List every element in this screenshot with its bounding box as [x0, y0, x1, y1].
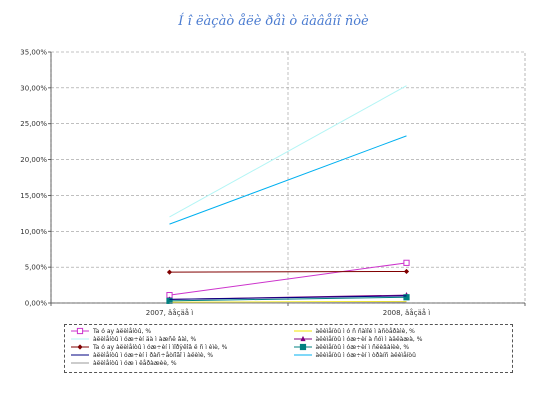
series-6 [169, 295, 407, 300]
series-line [169, 301, 407, 304]
legend-item: Ta ó ay àëèìåíòû, % [71, 327, 284, 335]
series-2 [169, 85, 407, 218]
legend-label: àëèìåíòû ì óæ÷èí ì òðàíñ àëèìåíòû [315, 351, 416, 359]
legend-item: àëèìåíòû ì óæ÷èí äà ì àæñê âàì, % [71, 335, 284, 343]
y-axis: 0,00% 5,00% 10,00% 15,00% 20,00% 25,00% 30,00%… [20, 49, 52, 308]
chart-title: Í î ëàçàò åëè ðåì ò äàâåíî ñòè [178, 14, 369, 29]
y-tick-label: 5,00% [25, 264, 48, 272]
grid-lines [51, 52, 525, 303]
legend-label: àëèìåíòû ì óæ ì ëåðàæèè, % [93, 359, 177, 367]
legend-item: àëèìåíòû ì ó ñ ñàìîé ì àñòåðàìè, % [293, 327, 507, 335]
legend-item: àëèìåíòû ì óæ ì ëåðàæèè, % [71, 359, 284, 367]
data-point [403, 268, 410, 275]
legend-label: àëèìåíòû ì ó ñ ñàìîé ì àñòåðàìè, % [315, 327, 415, 335]
legend-swatch [71, 354, 89, 356]
series-line [169, 296, 407, 302]
legend-swatch [71, 362, 89, 364]
legend-swatch-marker [299, 343, 306, 351]
legend-label: àëèìåíòû ì óæ÷èí ì ñëèâàíèè, % [315, 343, 410, 351]
legend-swatch [71, 327, 89, 335]
data-point [403, 259, 410, 266]
series-line [169, 295, 407, 300]
series-line [169, 262, 407, 296]
y-tick-label: 15,00% [20, 192, 47, 200]
legend-item: àëèìåíòû ì óæ÷èí ì ñëèâàíèè, % [293, 343, 507, 351]
legend-label: àëèìåíòû ì óæ÷èí ì ðàñ÷åòíîãî ì àëèìè, % [93, 351, 214, 359]
y-tick-label: 35,00% [20, 49, 47, 57]
x-tick-label: 2007, âåçäå ì [146, 308, 193, 317]
legend-swatch [293, 330, 312, 332]
legend-swatch [71, 344, 89, 350]
x-axis: 2007, âåçäå ì 2008, âåçäå ì [50, 302, 526, 317]
legend-item: Ta ó ay àëèìåíòû ì óæ÷èí ì ìîðÿêîâ ë ñ ì… [71, 343, 284, 351]
series-7 [169, 135, 407, 225]
legend-swatch-marker [77, 344, 83, 350]
legend-swatch-marker [76, 327, 84, 335]
legend-item: àëèìåíòû ì óæ÷èí ì òðàíñ àëèìåíòû [293, 351, 507, 359]
data-point [403, 294, 410, 301]
legend-item: àëèìåíòû ì óæ÷èí à ñóì ì àäëàæà, % [293, 335, 507, 343]
series-line [169, 85, 407, 218]
legend-swatch [293, 343, 312, 351]
series-line [169, 270, 407, 273]
y-tick-label: 20,00% [20, 156, 47, 164]
legend-swatch-marker [299, 335, 306, 342]
legend-swatch [293, 335, 312, 342]
legend-item: àëèìåíòû ì óæ÷èí ì ðàñ÷åòíîãî ì àëèìè, % [71, 351, 284, 359]
series-layer [166, 85, 410, 304]
series-4 [166, 268, 410, 275]
legend-swatch [71, 338, 89, 340]
legend-label: àëèìåíòû ì óæ÷èí à ñóì ì àäëàæà, % [315, 335, 423, 343]
legend: Ta ó ay àëèìåíòû, % àëèìåíòû ì ó ñ ñàìîé … [64, 324, 513, 373]
series-1 [169, 301, 407, 303]
series-8 [169, 301, 407, 304]
legend-swatch [293, 354, 312, 356]
series-line [169, 301, 407, 303]
legend-label: Ta ó ay àëèìåíòû, % [93, 327, 152, 335]
series-5 [166, 294, 410, 304]
y-tick-label: 0,00% [25, 300, 48, 308]
y-tick-label: 25,00% [20, 120, 47, 128]
x-tick-label: 2008, âåçäå ì [383, 308, 430, 317]
legend-label: àëèìåíòû ì óæ÷èí äà ì àæñê âàì, % [93, 335, 197, 343]
y-tick-label: 10,00% [20, 228, 47, 236]
legend-label: Ta ó ay àëèìåíòû ì óæ÷èí ì ìîðÿêîâ ë ñ ì… [93, 343, 228, 351]
y-tick-label: 30,00% [20, 84, 47, 92]
data-point [166, 297, 173, 304]
series-line [169, 135, 407, 225]
data-point [166, 269, 173, 275]
